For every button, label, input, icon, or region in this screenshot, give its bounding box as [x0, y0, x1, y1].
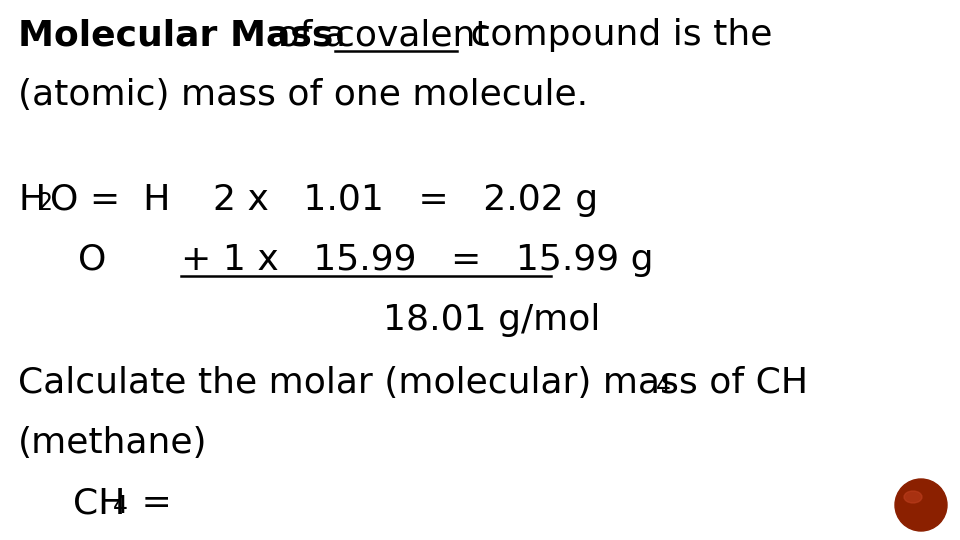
Text: 4: 4 — [113, 494, 128, 518]
Text: + 1 x   15.99   =   15.99 g: + 1 x 15.99 = 15.99 g — [181, 243, 654, 277]
Text: 4: 4 — [656, 374, 671, 398]
Text: =: = — [130, 486, 172, 520]
Text: O: O — [78, 243, 107, 277]
Text: H: H — [18, 183, 45, 217]
Text: of a: of a — [266, 18, 357, 52]
Text: 2: 2 — [37, 191, 52, 215]
Text: compound is the: compound is the — [459, 18, 773, 52]
Text: (methane): (methane) — [18, 426, 207, 460]
Text: Molecular Mass: Molecular Mass — [18, 18, 333, 52]
Circle shape — [895, 479, 947, 531]
Text: Calculate the molar (molecular) mass of CH: Calculate the molar (molecular) mass of … — [18, 366, 808, 400]
Text: covalent: covalent — [335, 18, 490, 52]
Text: 2 x   1.01   =   2.02 g: 2 x 1.01 = 2.02 g — [213, 183, 598, 217]
Text: CH: CH — [73, 486, 126, 520]
Text: 18.01 g/mol: 18.01 g/mol — [383, 303, 600, 337]
Text: O =  H: O = H — [50, 183, 170, 217]
Ellipse shape — [904, 491, 922, 503]
Text: (atomic) mass of one molecule.: (atomic) mass of one molecule. — [18, 78, 588, 112]
